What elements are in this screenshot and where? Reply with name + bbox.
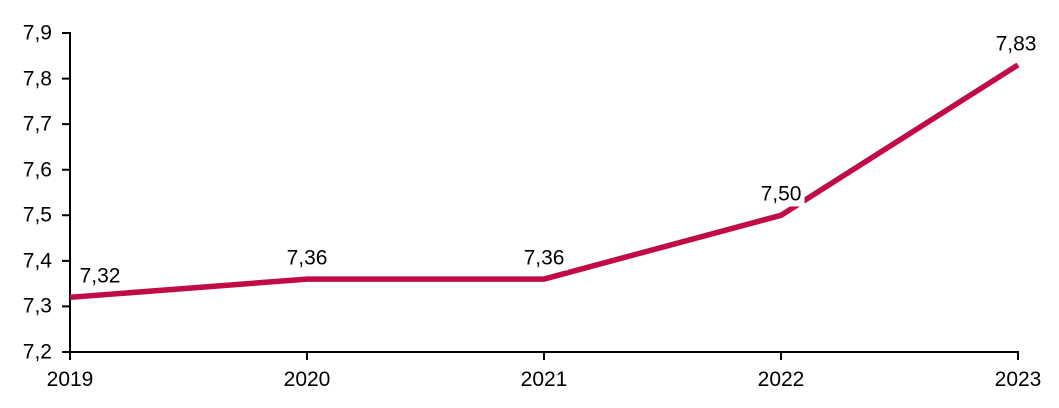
y-axis-tick-label: 7,3 — [22, 294, 52, 318]
data-label: 7,50 — [757, 181, 805, 207]
x-axis-ticks — [69, 352, 1019, 360]
x-axis-tick-label: 2023 — [994, 368, 1042, 391]
x-axis-tick-label: 2020 — [283, 368, 331, 391]
data-label: 7,32 — [76, 263, 124, 289]
x-axis-tick-label: 2022 — [757, 368, 805, 391]
x-axis-tick-label: 2019 — [46, 368, 94, 391]
line-series — [69, 62, 1020, 301]
y-axis-tick-label: 7,8 — [22, 67, 52, 91]
y-axis-tick-label: 7,7 — [22, 112, 52, 136]
data-label: 7,36 — [520, 245, 568, 271]
y-axis-tick-label: 7,6 — [22, 158, 52, 182]
y-axis-tick-label: 7,9 — [22, 21, 52, 45]
data-label: 7,36 — [283, 245, 331, 271]
y-axis-tick-label: 7,4 — [22, 249, 52, 273]
x-axis-tick-label: 2021 — [520, 368, 568, 391]
y-axis-ticks — [62, 32, 70, 353]
y-axis-tick-label: 7,2 — [22, 340, 52, 364]
data-label: 7,83 — [992, 31, 1040, 57]
y-axis-tick-label: 7,5 — [22, 203, 52, 227]
